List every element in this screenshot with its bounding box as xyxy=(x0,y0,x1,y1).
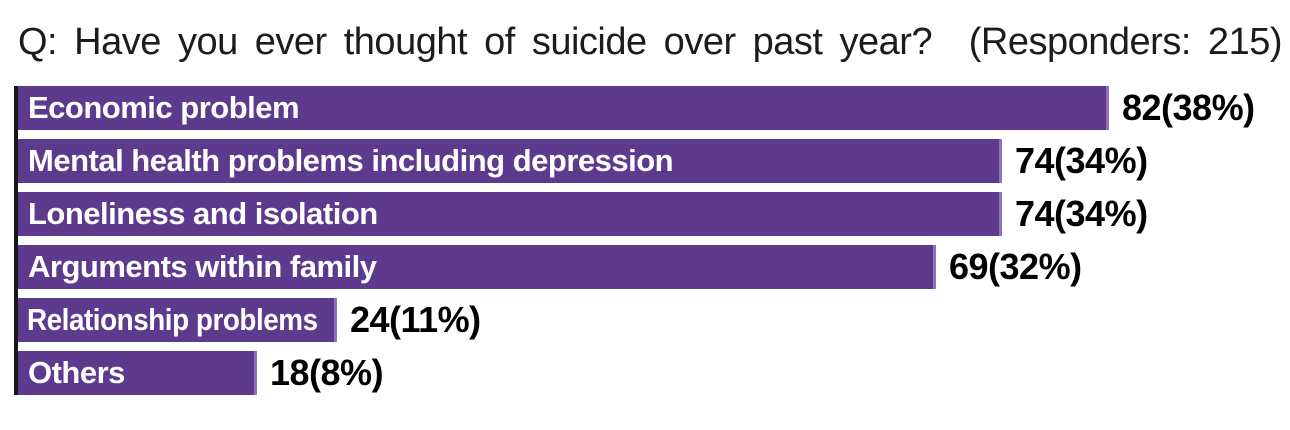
chart-plot-area: Economic problem 82(38%) Mental health pro… xyxy=(0,86,1290,396)
bar-row: Relationship problems 24(11%) xyxy=(18,298,1290,342)
bar-value-label: 69(32%) xyxy=(949,246,1082,287)
bar-value-label: 74(34%) xyxy=(1015,140,1148,181)
bar-series: Economic problem 82(38%) Mental health pro… xyxy=(18,86,1290,404)
bar: Others xyxy=(18,351,257,395)
bar-category-label: Arguments within family xyxy=(28,249,377,284)
bar-category-label: Others xyxy=(28,355,125,390)
responders-count-label: (Responders: 215) xyxy=(968,20,1283,63)
chart-title: Q: Have you ever thought of suicide over… xyxy=(18,16,1283,68)
bar-category-label: Mental health problems including depress… xyxy=(28,143,674,178)
bar: Arguments within family xyxy=(18,245,936,289)
y-axis-line xyxy=(14,86,18,395)
chart-question-text: Q: Have you ever thought of suicide over… xyxy=(18,20,933,63)
bar-row: Loneliness and isolation 74(34%) xyxy=(18,192,1290,236)
bar-value-label: 74(34%) xyxy=(1015,193,1148,234)
bar: Economic problem xyxy=(18,86,1109,130)
bar-row: Others 18(8%) xyxy=(18,351,1290,395)
bar-row: Arguments within family 69(32%) xyxy=(18,245,1290,289)
bar-value-label: 24(11%) xyxy=(350,299,481,340)
bar-category-label: Economic problem xyxy=(28,90,300,125)
bar-row: Economic problem 82(38%) xyxy=(18,86,1290,130)
bar: Loneliness and isolation xyxy=(18,192,1002,236)
bar-row: Mental health problems including depress… xyxy=(18,139,1290,183)
bar-value-label: 18(8%) xyxy=(270,352,384,393)
bar-category-label: Loneliness and isolation xyxy=(28,196,378,231)
bar-value-label: 82(38%) xyxy=(1122,87,1255,128)
bar-category-label: Relationship problems xyxy=(26,302,318,337)
bar: Relationship problems xyxy=(18,298,337,342)
bar: Mental health problems including depress… xyxy=(18,139,1002,183)
